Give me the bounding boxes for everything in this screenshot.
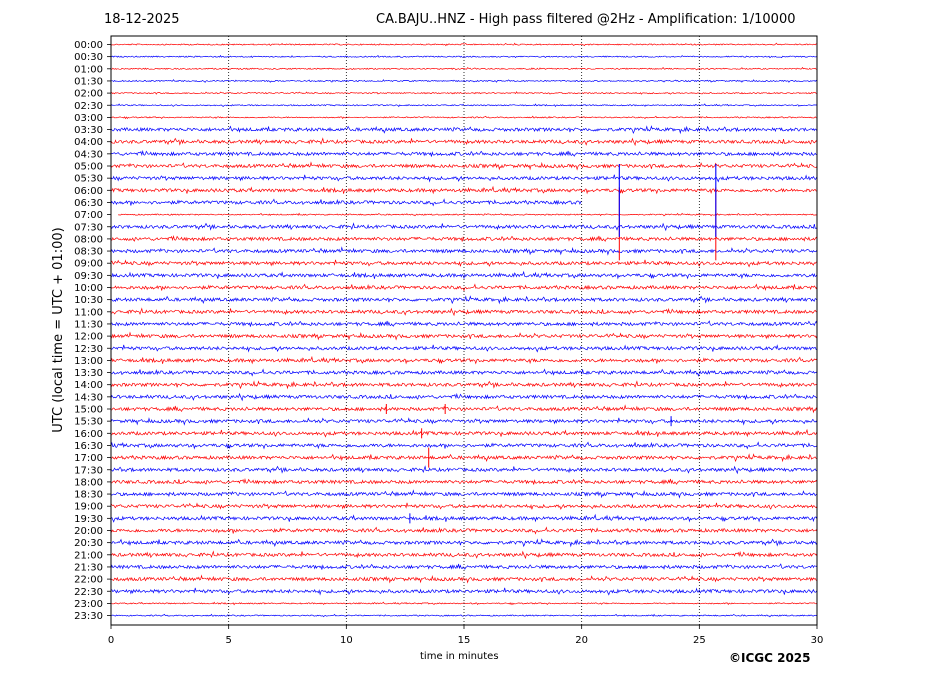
trace-row <box>110 270 818 280</box>
trace-row <box>110 355 818 365</box>
y-tick-label: 08:00 <box>74 234 103 245</box>
y-tick-label: 13:00 <box>74 356 103 367</box>
y-tick-label: 04:00 <box>74 137 103 148</box>
trace-row <box>110 174 818 183</box>
y-tick-label: 01:30 <box>74 76 103 87</box>
y-tick-label: 23:00 <box>74 599 103 610</box>
y-tick-label: 14:00 <box>74 380 103 391</box>
trace-row <box>110 368 818 377</box>
y-tick-label: 15:00 <box>74 405 103 416</box>
x-tick-label: 30 <box>811 635 824 646</box>
trace-row <box>110 283 818 292</box>
y-tick-label: 11:30 <box>74 319 103 330</box>
trace-row <box>110 137 818 147</box>
y-tick-label: 17:30 <box>74 465 103 476</box>
trace-row <box>110 259 818 268</box>
y-tick-label: 16:00 <box>74 429 103 440</box>
trace-row <box>110 161 818 171</box>
y-tick-label: 19:30 <box>74 514 103 525</box>
trace-row <box>117 212 818 217</box>
y-tick-label: 12:00 <box>74 332 103 343</box>
copyright-label: ©ICGC 2025 <box>729 651 811 665</box>
y-tick-label: 17:00 <box>74 453 103 464</box>
y-tick-label: 09:00 <box>74 259 103 270</box>
y-tick-label: 02:00 <box>74 89 103 100</box>
y-tick-label: 09:30 <box>74 271 103 282</box>
y-tick-label: 21:00 <box>74 550 103 561</box>
y-tick-label: 21:30 <box>74 562 103 573</box>
y-tick-label: 19:00 <box>74 502 103 513</box>
y-tick-label: 00:00 <box>74 40 103 51</box>
y-tick-label: 23:30 <box>74 611 103 622</box>
y-tick-label: 14:30 <box>74 392 103 403</box>
trace-row <box>110 222 818 232</box>
trace-row <box>110 465 818 475</box>
x-tick-label: 20 <box>575 635 588 646</box>
y-tick-label: 16:30 <box>74 441 103 452</box>
y-tick-label: 01:00 <box>74 64 103 75</box>
trace-row <box>110 54 818 59</box>
y-tick-label: 04:30 <box>74 149 103 160</box>
y-tick-label: 20:30 <box>74 538 103 549</box>
x-tick-label: 10 <box>340 635 353 646</box>
y-axis-label: UTC (local time = UTC + 01:00) <box>51 227 66 432</box>
y-tick-label: 12:30 <box>74 344 103 355</box>
x-tick-label: 0 <box>108 635 114 646</box>
trace-row <box>110 235 818 242</box>
y-tick-label: 10:30 <box>74 295 103 306</box>
x-tick-label: 15 <box>458 635 471 646</box>
x-tick-group: 0 5 10 15 20 25 30 <box>108 625 824 646</box>
trace-row <box>110 489 818 499</box>
y-tick-label: 06:00 <box>74 186 103 197</box>
y-tick-label: 07:30 <box>74 222 103 233</box>
y-tick-label: 22:30 <box>74 587 103 598</box>
y-tick-label: 06:30 <box>74 198 103 209</box>
trace-row <box>110 307 818 317</box>
y-tick-label: 10:00 <box>74 283 103 294</box>
plot-frame <box>110 35 818 626</box>
chart-title: CA.BAJU..HNZ - High pass filtered @2Hz -… <box>376 12 796 27</box>
y-tick-label: 03:30 <box>74 125 103 136</box>
trace-row <box>110 246 818 256</box>
y-tick-label: 07:00 <box>74 210 103 221</box>
y-tick-label: 00:30 <box>74 52 103 63</box>
trace-row <box>110 453 818 463</box>
y-tick-label: 08:30 <box>74 247 103 258</box>
y-tick-label: 22:00 <box>74 575 103 586</box>
y-tick-label: 05:00 <box>74 162 103 173</box>
y-tick-label: 03:00 <box>74 113 103 124</box>
y-tick-label: 02:30 <box>74 101 103 112</box>
trace-row <box>110 502 818 510</box>
trace-row <box>110 331 818 341</box>
y-tick-label: 18:00 <box>74 477 103 488</box>
y-tick-label: 18:30 <box>74 490 103 501</box>
y-tick-label: 05:30 <box>74 174 103 185</box>
y-tick-label: 13:30 <box>74 368 103 379</box>
y-tick-label: 11:00 <box>74 307 103 318</box>
grid-group <box>228 36 700 625</box>
x-tick-label: 25 <box>693 635 706 646</box>
y-tick-label: 20:00 <box>74 526 103 537</box>
trace-row <box>110 42 818 47</box>
trace-row <box>110 574 818 584</box>
date-label: 18-12-2025 <box>104 12 180 27</box>
x-tick-label: 5 <box>225 635 231 646</box>
y-tick-label: 15:30 <box>74 417 103 428</box>
x-axis-label: time in minutes <box>420 651 499 662</box>
